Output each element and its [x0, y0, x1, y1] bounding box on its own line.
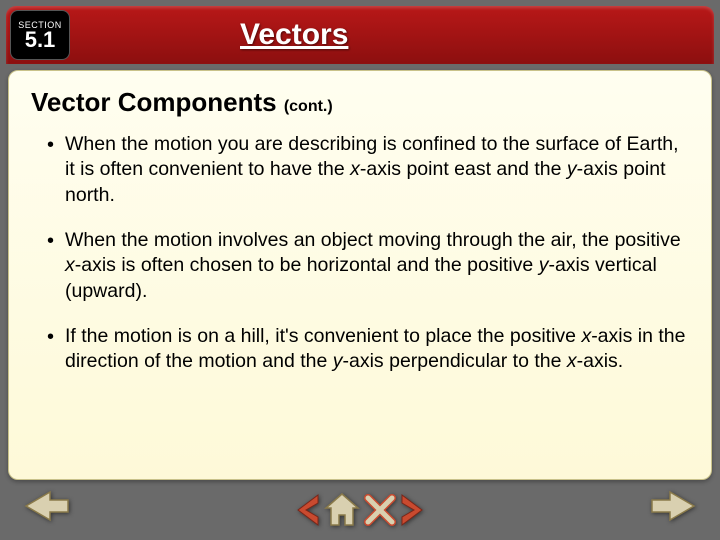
section-badge: SECTION 5.1 [10, 10, 70, 60]
nav-center [292, 491, 428, 529]
list-item: If the motion is on a hill, it's conveni… [47, 324, 689, 375]
slide-title: Vector Components (cont.) [31, 87, 689, 118]
home-icon [322, 491, 362, 529]
content-panel: Vector Components (cont.) When the motio… [8, 70, 712, 480]
title-text: Vector Components [31, 87, 277, 117]
fwd-small-button[interactable] [398, 493, 428, 527]
title-cont: (cont.) [284, 98, 333, 115]
chevron-left-icon [292, 493, 322, 527]
arrow-left-icon [22, 488, 70, 524]
next-button[interactable] [650, 488, 698, 524]
home-button[interactable] [322, 491, 362, 529]
chapter-title: Vectors [240, 18, 348, 52]
chevron-right-icon [398, 493, 428, 527]
close-icon [362, 492, 398, 528]
nav-bar [0, 486, 720, 534]
header-bar: SECTION 5.1 Vectors [6, 6, 714, 64]
back-small-button[interactable] [292, 493, 322, 527]
close-button[interactable] [362, 492, 398, 528]
section-number: 5.1 [25, 30, 56, 50]
list-item: When the motion involves an object movin… [47, 228, 689, 304]
bullet-list: When the motion you are describing is co… [31, 132, 689, 375]
prev-button[interactable] [22, 488, 70, 524]
list-item: When the motion you are describing is co… [47, 132, 689, 208]
slide-frame: SECTION 5.1 Vectors Vector Components (c… [0, 0, 720, 540]
arrow-right-icon [650, 488, 698, 524]
